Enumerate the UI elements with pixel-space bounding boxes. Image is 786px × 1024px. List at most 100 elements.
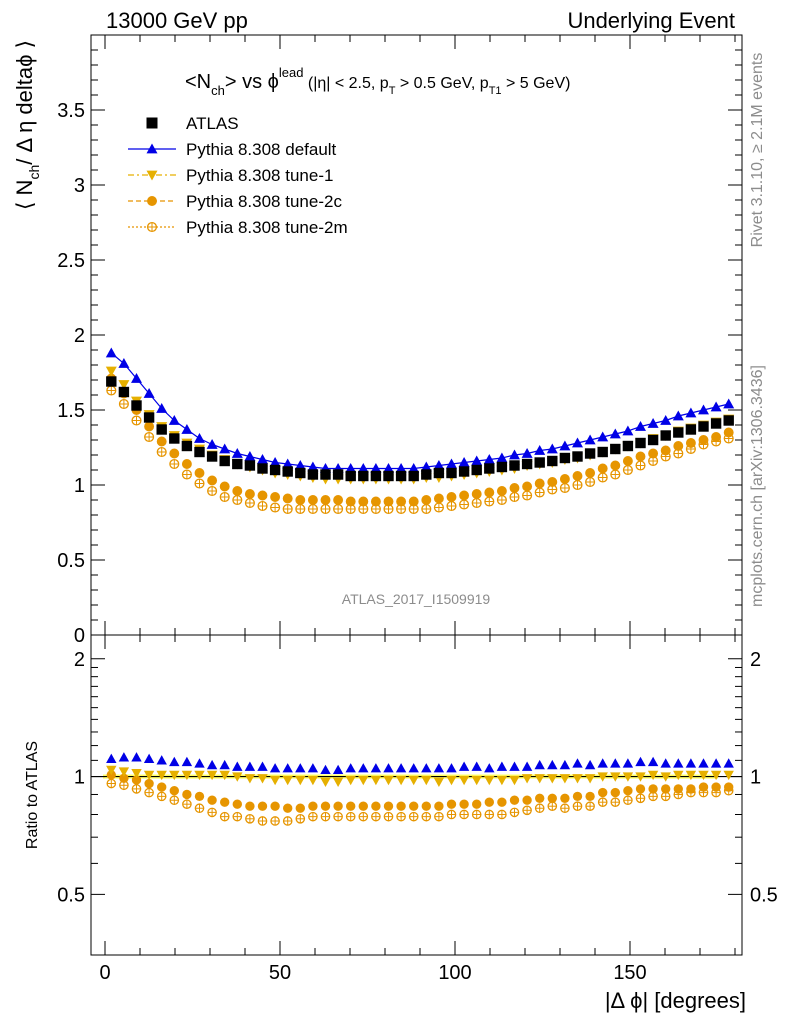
ratio-point-tune2m (320, 811, 331, 822)
main-point-tune2m (270, 502, 281, 513)
ratio-point-tune2m (194, 803, 205, 814)
ratio-point-default (143, 753, 155, 763)
ratio-point-tune2m (635, 793, 646, 804)
ratio-point-tune2m (144, 787, 154, 798)
ratio-point-tune2c (245, 801, 255, 811)
ratio-point-tune2c (459, 799, 469, 809)
main-point-atlas (131, 400, 142, 411)
main-point-atlas (723, 415, 734, 426)
ratio-point-tune2c (396, 801, 406, 811)
ratio-point-tune2c (484, 797, 494, 807)
main-point-atlas (446, 467, 457, 479)
main-point-atlas (219, 455, 230, 467)
main-point-tune2m (572, 479, 583, 491)
ratio-point-default (509, 761, 520, 771)
main-point-atlas (597, 446, 608, 458)
title-mid-sup: lead (279, 65, 304, 80)
main-point-atlas (673, 427, 684, 438)
main-point-tune2c (597, 463, 608, 474)
ratio-point-tune2c (320, 801, 331, 811)
ratio-point-tune1 (572, 774, 583, 784)
main-point-tune2m (219, 491, 230, 503)
ratio-point-tune2m (471, 809, 482, 820)
main-data-series (105, 347, 735, 515)
main-point-atlas (647, 434, 659, 446)
main-point-tune2m (471, 497, 482, 509)
ratio-point-tune2c (207, 795, 217, 805)
title-cut-c: > 5 GeV) (502, 75, 571, 92)
ratio-point-tune2c (560, 793, 570, 803)
ratio-point-tune1 (534, 774, 545, 784)
main-point-tune2c (635, 451, 646, 462)
main-point-default (395, 463, 407, 473)
ratio-point-tune2m (434, 811, 444, 822)
ratio-point-default (597, 758, 608, 768)
ratio-point-tune2c (270, 801, 280, 811)
main-point-tune2c (383, 496, 394, 507)
ratio-point-default (156, 755, 167, 765)
main-point-tune2c (471, 489, 482, 499)
main-point-default (168, 415, 180, 425)
ratio-point-tune2m (534, 803, 545, 814)
ratio-point-default (673, 758, 684, 768)
ratio-point-tune2m (333, 811, 343, 822)
y-label-a: ⟨ N (12, 180, 37, 211)
ratio-point-default (710, 758, 722, 768)
main-point-default (408, 463, 420, 473)
ratio-point-default (547, 759, 558, 770)
main-point-default (572, 437, 583, 448)
ratio-point-tune2c (509, 795, 520, 805)
main-point-tune2c (509, 483, 520, 493)
ratio-point-default (395, 763, 407, 773)
main-ytick-label: 2 (74, 325, 85, 347)
main-point-default (458, 457, 470, 467)
main-point-atlas (307, 469, 319, 480)
main-point-tune2c (257, 490, 268, 501)
ratio-point-default (232, 761, 243, 771)
ratio-point-default (206, 759, 218, 770)
main-point-atlas (358, 470, 369, 482)
main-point-tune2c (446, 492, 457, 502)
main-point-atlas (685, 424, 697, 435)
plot-title: <Nch> vs ϕlead (|η| < 2.5, pT > 0.5 GeV,… (185, 65, 570, 98)
main-point-tune2m (244, 497, 255, 509)
main-point-default (257, 454, 268, 464)
ratio-point-tune2c (169, 786, 179, 796)
main-point-tune2m (207, 485, 218, 497)
legend-marker-tune1 (146, 170, 158, 181)
ratio-point-tune1 (673, 770, 684, 781)
legend: ATLAS Pythia 8.308 default Pythia 8.308 tu… (128, 114, 348, 237)
main-point-atlas (622, 440, 634, 452)
ratio-point-tune2m (585, 801, 595, 812)
main-point-tune2c (547, 477, 558, 487)
main-point-atlas (332, 469, 344, 480)
ratio-point-tune2m (245, 813, 255, 824)
ratio-point-tune1 (131, 769, 142, 779)
ratio-point-tune2c (724, 782, 734, 792)
ratio-point-tune1 (635, 772, 646, 782)
main-point-tune2m (282, 503, 293, 515)
ratio-point-tune1 (484, 775, 495, 786)
main-point-default (723, 398, 735, 409)
main-point-tune2c (232, 486, 243, 496)
main-panel: 00.511.522.533.5 ATLAS_2017_I1509919 <Nc… (12, 34, 743, 647)
main-point-tune2m (509, 491, 520, 503)
main-point-default (244, 451, 256, 461)
main-point-default (647, 418, 659, 428)
main-point-atlas (660, 430, 671, 441)
main-ytick-label: 1.5 (57, 400, 85, 422)
main-point-tune2c (610, 460, 621, 471)
ratio-point-default (446, 763, 457, 773)
ratio-point-tune2c (572, 791, 583, 802)
ratio-point-default (408, 763, 419, 773)
header-right: Underlying Event (567, 8, 735, 33)
ratio-point-tune2m (207, 807, 217, 818)
ratio-point-tune2c (446, 799, 457, 809)
ratio-point-tune2m (497, 809, 507, 820)
ratio-point-tune2c (648, 784, 658, 794)
main-point-atlas (181, 440, 193, 452)
ratio-point-tune2c (434, 801, 444, 811)
ratio-point-tune2m (547, 801, 558, 812)
ratio-point-tune2m (295, 813, 306, 824)
legend-label-tune1: Pythia 8.308 tune-1 (186, 166, 333, 185)
